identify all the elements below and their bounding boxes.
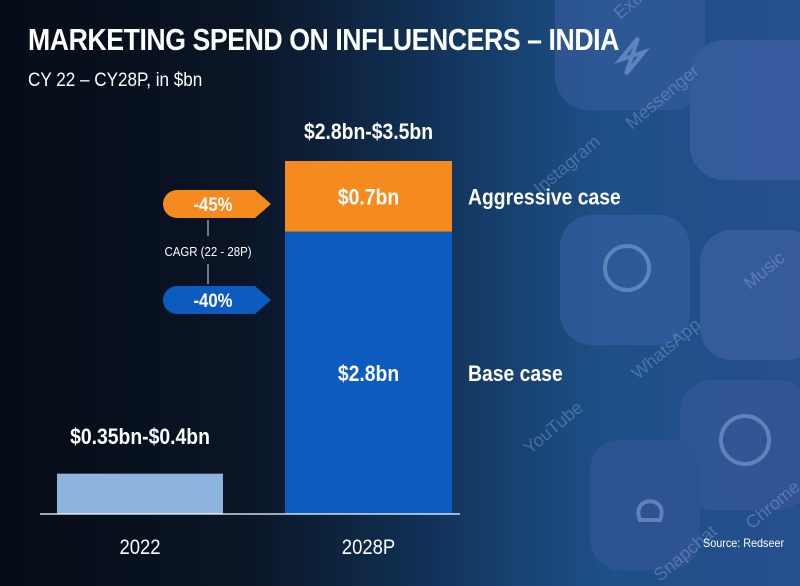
bar-2022 (57, 473, 223, 514)
bar-2028p-aggressive (285, 161, 452, 232)
app-tile-2 (690, 40, 800, 180)
app-tile-4 (700, 230, 800, 360)
legend-base-case: Base case (468, 362, 563, 386)
legend-aggressive-case: Aggressive case (468, 185, 621, 209)
chart-subtitle: CY 22 – CY28P, in $bn (28, 70, 203, 91)
chart-title: MARKETING SPEND ON INFLUENCERS – INDIA (28, 22, 619, 57)
cagr-caption: CAGR (22 - 28P) (164, 244, 251, 259)
cagr-base-pill-shape (163, 286, 271, 314)
app-tile-6 (590, 440, 700, 570)
chrome-icon (719, 414, 771, 466)
cagr-base-pill-label: -40% (194, 290, 233, 311)
data-label-2028p-base: $2.8bn (338, 362, 399, 386)
snapchat-icon (636, 499, 664, 522)
x-tick-label: 2022 (119, 536, 160, 559)
data-label-2028p-total: $2.8bn-$3.5bn (304, 120, 433, 144)
data-label-2028p-aggressive: $0.7bn (338, 185, 399, 209)
whatsapp-icon (603, 244, 651, 292)
x-tick-label: 2028P (342, 536, 395, 559)
app-tile-5 (680, 380, 800, 510)
app-tile-3 (560, 215, 690, 345)
bar-2028p-base (285, 231, 452, 514)
messenger-icon (614, 36, 650, 76)
cagr-aggressive-pill-shape (163, 190, 271, 218)
data-label-2022: $0.35bn-$0.4bn (70, 425, 210, 449)
cagr-aggressive-pill-label: -45% (194, 194, 233, 215)
source-note: Source: Redseer (702, 536, 784, 550)
